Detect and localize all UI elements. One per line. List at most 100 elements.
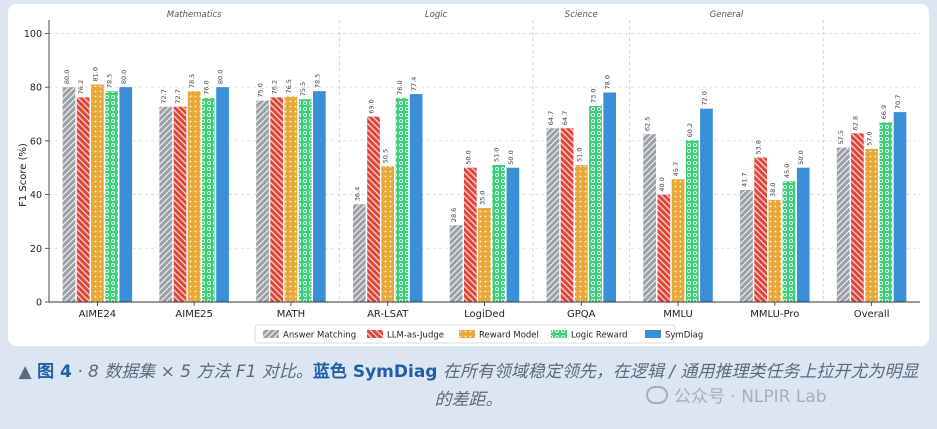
- group-label: Logic: [425, 10, 448, 20]
- value-label: 75.5: [299, 82, 307, 96]
- bar-answer-matching-aime25-pattern: [159, 106, 173, 303]
- value-label: 66.9: [880, 105, 888, 119]
- bar-llm-as-judge-aime25-pattern: [173, 106, 187, 303]
- value-label: 80.0: [120, 70, 128, 84]
- value-label: 64.7: [561, 111, 569, 125]
- figure-caption: ▲ 图 4 · 8 数据集 × 5 方法 F1 对比。蓝色 SymDiag 在所…: [14, 358, 923, 414]
- legend-swatch-pattern: [367, 330, 383, 338]
- watermark: 公众号 · NLPIR Lab: [646, 382, 827, 407]
- value-label: 45.7: [672, 162, 680, 176]
- value-label: 35.0: [479, 191, 487, 205]
- bar-answer-matching-logided-pattern: [449, 225, 463, 302]
- bar-answer-matching-mmlu-pattern: [643, 134, 657, 302]
- value-label: 53.8: [755, 140, 763, 154]
- value-label: 78.5: [313, 74, 321, 88]
- value-label: 50.0: [797, 150, 805, 164]
- bar-symdiag-gpqa: [603, 92, 617, 302]
- x-tick-label: MMLU-Pro: [750, 309, 799, 320]
- bar-reward-model-logided-pattern: [478, 208, 491, 302]
- bar-llm-as-judge-aime24-pattern: [76, 97, 90, 302]
- value-label: 76.0: [202, 80, 210, 94]
- value-labels: 80.0 72.7 75.0 36.4 28.6 64.7 62.5 41.7 57.5 76.2…: [63, 67, 902, 222]
- caption-text-a: · 8 数据集 × 5 方法 F1 对比。: [71, 362, 313, 382]
- bar-reward-model-gpqa-pattern: [574, 165, 588, 302]
- value-label: 80.0: [217, 70, 225, 84]
- legend-label-answer-matching: Answer Matching: [283, 331, 356, 341]
- bar-symdiag-math: [312, 91, 326, 303]
- value-label: 72.7: [174, 89, 182, 103]
- bar-reward-model-aime25-pattern: [187, 91, 201, 303]
- value-label: 76.5: [285, 79, 293, 93]
- value-label: 78.0: [604, 75, 612, 89]
- group-label: Science: [565, 10, 598, 20]
- bar-symdiag-mmlu-pro: [796, 167, 810, 302]
- y-tick-label: 80: [30, 83, 42, 94]
- x-tick-label: MMLU: [663, 309, 693, 320]
- y-tick-label: 0: [36, 298, 42, 309]
- bar-answer-matching-overall-pattern: [836, 147, 850, 302]
- x-tick-label: AIME25: [175, 309, 212, 320]
- value-label: 81.0: [91, 67, 99, 81]
- value-label: 64.7: [547, 111, 555, 125]
- value-label: 75.0: [257, 83, 265, 97]
- bar-answer-matching-aime24-pattern: [62, 87, 76, 303]
- group-labels: Mathematics Logic Science General: [167, 10, 744, 20]
- bar-reward-model-mmlu-pro-pattern: [768, 199, 782, 302]
- bar-logic-reward-gpqa-pattern: [589, 105, 602, 302]
- legend-label-reward-model: Reward Model: [479, 331, 539, 341]
- bar-reward-model-overall-pattern: [865, 148, 878, 302]
- bar-symdiag-aime25: [216, 87, 229, 303]
- bar-llm-as-judge-gpqa-pattern: [560, 128, 574, 302]
- caption-fig-label: 图 4: [37, 362, 72, 382]
- bar-logic-reward-overall-pattern: [879, 122, 893, 302]
- legend-label-llm-as-judge: LLM-as-Judge: [387, 331, 444, 341]
- legend-swatch-pattern: [263, 330, 279, 338]
- bar-llm-as-judge-mmlu-pattern: [657, 194, 671, 302]
- value-label: 78.5: [106, 74, 114, 88]
- bar-symdiag-aime24: [119, 87, 133, 303]
- bar-symdiag-mmlu: [700, 108, 713, 302]
- legend: Answer Matching LLM-as-Judge Reward Model L…: [254, 324, 703, 344]
- bar-logic-reward-mmlu-pattern: [685, 140, 699, 302]
- value-label: 28.6: [450, 208, 458, 222]
- legend-swatch-symdiag: [645, 330, 661, 338]
- bar-logic-reward-aime25-pattern: [202, 97, 215, 302]
- caption-highlight: 蓝色 SymDiag: [312, 362, 438, 382]
- value-label: 50.0: [507, 150, 515, 164]
- x-tick-label: Overall: [854, 309, 890, 320]
- y-axis-title: F1 Score (%): [18, 143, 29, 207]
- value-label: 45.0: [783, 164, 791, 178]
- chart: Mathematics Logic Science General 80.0 72.7 7…: [18, 10, 920, 344]
- y-tick-label: 60: [30, 136, 42, 147]
- bar-llm-as-judge-math-pattern: [270, 97, 284, 302]
- value-label: 78.5: [188, 74, 196, 88]
- axes: 0 20 40 60 80 100 AIME24 AIME25 MATH AR-LSAT LogiD…: [24, 20, 920, 320]
- value-label: 69.0: [368, 99, 376, 113]
- bar-logic-reward-logided-pattern: [492, 165, 506, 302]
- y-tick-label: 100: [24, 29, 42, 40]
- value-label: 57.5: [837, 130, 845, 144]
- value-label: 41.7: [740, 173, 748, 187]
- value-label: 38.0: [769, 182, 777, 196]
- legend-label-logic-reward: Logic Reward: [571, 331, 628, 341]
- bar-llm-as-judge-overall-pattern: [851, 133, 864, 302]
- y-tick-label: 20: [30, 244, 42, 255]
- value-label: 40.0: [658, 177, 666, 191]
- x-tick-label: GPQA: [567, 309, 596, 320]
- bar-symdiag-ar-lsat: [409, 94, 423, 302]
- value-label: 80.0: [63, 70, 71, 84]
- x-tick-label: AIME24: [79, 309, 116, 320]
- bar-reward-model-aime24-pattern: [91, 84, 104, 302]
- bar-logic-reward-aime24-pattern: [105, 91, 118, 303]
- x-tick-label: AR-LSAT: [367, 309, 409, 320]
- value-label: 51.0: [493, 148, 501, 162]
- bar-reward-model-math-pattern: [284, 96, 298, 303]
- x-tick-label: MATH: [277, 309, 305, 320]
- chart-card: Mathematics Logic Science General 80.0 72.7 7…: [8, 4, 929, 346]
- bar-llm-as-judge-mmlu-pro-pattern: [754, 157, 767, 302]
- bar-symdiag-logided: [506, 167, 520, 302]
- legend-swatch-pattern: [459, 330, 475, 338]
- value-label: 36.4: [353, 187, 361, 201]
- bars: [62, 84, 907, 303]
- value-label: 76.2: [77, 80, 85, 94]
